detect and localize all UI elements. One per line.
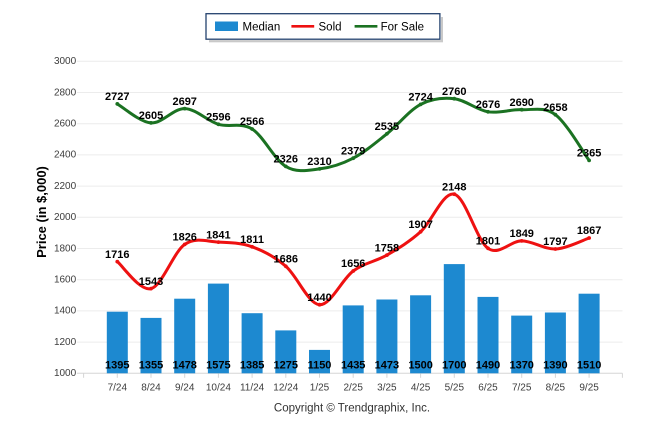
svg-text:1490: 1490 xyxy=(476,360,500,372)
svg-text:1811: 1811 xyxy=(240,234,264,246)
svg-text:1355: 1355 xyxy=(139,360,163,372)
svg-text:4/25: 4/25 xyxy=(411,383,431,394)
svg-text:1797: 1797 xyxy=(543,236,567,248)
svg-text:2697: 2697 xyxy=(172,96,196,108)
svg-text:2566: 2566 xyxy=(240,116,264,128)
svg-text:5/25: 5/25 xyxy=(445,383,465,394)
svg-text:1543: 1543 xyxy=(139,276,163,288)
svg-text:2200: 2200 xyxy=(54,181,77,192)
svg-text:10/24: 10/24 xyxy=(206,383,231,394)
svg-text:1150: 1150 xyxy=(308,360,332,372)
svg-text:3000: 3000 xyxy=(54,56,77,67)
svg-text:2379: 2379 xyxy=(341,145,365,157)
svg-text:2727: 2727 xyxy=(105,91,129,103)
svg-text:1801: 1801 xyxy=(476,236,500,248)
svg-text:1600: 1600 xyxy=(54,275,77,286)
svg-text:1385: 1385 xyxy=(240,360,264,372)
svg-text:6/25: 6/25 xyxy=(478,383,498,394)
svg-text:1/25: 1/25 xyxy=(310,383,330,394)
svg-text:1907: 1907 xyxy=(408,219,432,231)
svg-text:2800: 2800 xyxy=(54,87,77,98)
svg-text:2724: 2724 xyxy=(408,92,433,104)
svg-text:1758: 1758 xyxy=(375,242,399,254)
svg-text:2600: 2600 xyxy=(54,119,77,130)
svg-text:1575: 1575 xyxy=(206,360,230,372)
svg-text:7/24: 7/24 xyxy=(108,383,128,394)
svg-text:12/24: 12/24 xyxy=(273,383,298,394)
svg-text:1200: 1200 xyxy=(54,337,77,348)
svg-text:2690: 2690 xyxy=(509,97,533,109)
svg-text:2658: 2658 xyxy=(543,102,567,114)
svg-text:1275: 1275 xyxy=(274,360,298,372)
svg-text:2535: 2535 xyxy=(375,121,399,133)
svg-text:1440: 1440 xyxy=(307,292,331,304)
svg-text:1395: 1395 xyxy=(105,360,129,372)
svg-text:Median: Median xyxy=(243,22,281,34)
svg-text:Sold: Sold xyxy=(319,22,342,34)
svg-text:2310: 2310 xyxy=(307,156,331,168)
svg-text:1826: 1826 xyxy=(172,232,196,244)
svg-text:1390: 1390 xyxy=(543,360,567,372)
svg-text:Price (in $,000): Price (in $,000) xyxy=(34,166,49,258)
svg-text:3/25: 3/25 xyxy=(377,383,397,394)
svg-text:1800: 1800 xyxy=(54,243,77,254)
svg-text:1400: 1400 xyxy=(54,306,77,317)
svg-text:1435: 1435 xyxy=(341,360,365,372)
svg-text:7/25: 7/25 xyxy=(512,383,532,394)
svg-text:9/24: 9/24 xyxy=(175,383,195,394)
svg-text:1867: 1867 xyxy=(577,225,601,237)
svg-text:2148: 2148 xyxy=(442,181,466,193)
svg-text:8/25: 8/25 xyxy=(546,383,566,394)
svg-text:1700: 1700 xyxy=(442,360,466,372)
svg-text:1849: 1849 xyxy=(509,228,533,240)
svg-text:2000: 2000 xyxy=(54,212,77,223)
svg-text:1473: 1473 xyxy=(375,360,399,372)
svg-text:2/25: 2/25 xyxy=(343,383,363,394)
svg-text:1686: 1686 xyxy=(274,254,298,266)
svg-text:1841: 1841 xyxy=(206,229,230,241)
svg-text:1500: 1500 xyxy=(408,360,432,372)
svg-text:1716: 1716 xyxy=(105,249,129,261)
svg-text:1656: 1656 xyxy=(341,258,365,270)
svg-text:1370: 1370 xyxy=(509,360,533,372)
svg-text:2596: 2596 xyxy=(206,112,230,124)
svg-text:2760: 2760 xyxy=(442,86,466,98)
svg-text:1510: 1510 xyxy=(577,360,601,372)
svg-text:1478: 1478 xyxy=(172,360,196,372)
svg-text:2400: 2400 xyxy=(54,150,77,161)
svg-text:2365: 2365 xyxy=(577,148,601,160)
svg-text:2676: 2676 xyxy=(476,99,500,111)
svg-text:Copyright © Trendgraphix, Inc.: Copyright © Trendgraphix, Inc. xyxy=(274,403,430,415)
svg-text:9/25: 9/25 xyxy=(579,383,599,394)
svg-text:8/24: 8/24 xyxy=(141,383,161,394)
svg-text:1000: 1000 xyxy=(54,368,77,379)
svg-text:11/24: 11/24 xyxy=(240,383,265,394)
svg-text:2326: 2326 xyxy=(274,154,298,166)
svg-text:For Sale: For Sale xyxy=(381,22,424,34)
svg-text:2605: 2605 xyxy=(139,110,163,122)
